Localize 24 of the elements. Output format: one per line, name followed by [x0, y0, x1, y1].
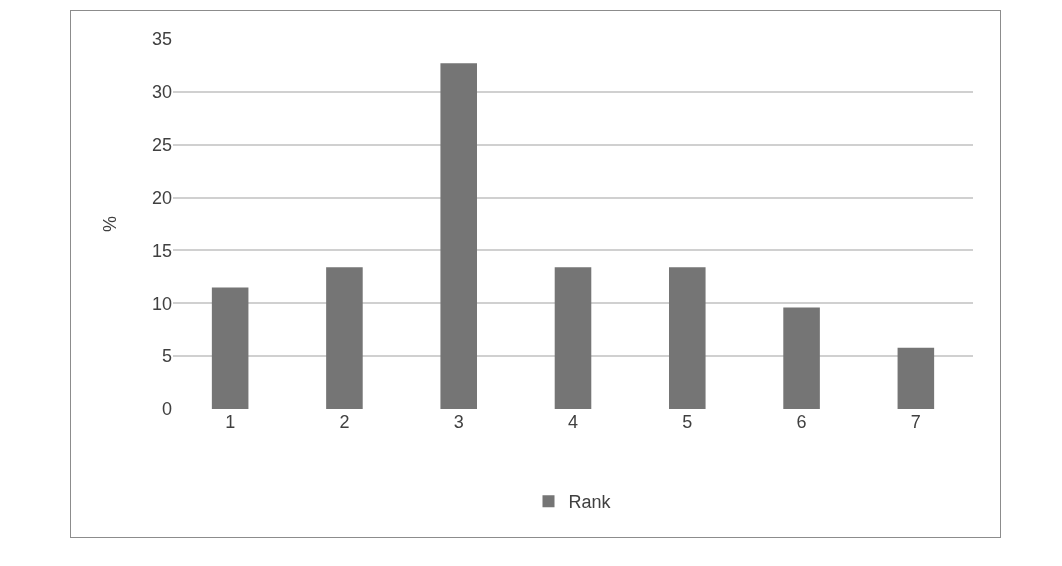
bar	[783, 307, 820, 409]
y-tick-label: 35	[151, 29, 172, 50]
y-tick-label: 0	[161, 399, 172, 420]
y-axis-title: %	[100, 215, 121, 233]
x-tick-label: 3	[453, 412, 464, 432]
x-tick-label: 4	[567, 412, 579, 432]
bar	[211, 287, 249, 409]
x-tick-label: 6	[796, 412, 807, 432]
legend-label: Rank	[568, 492, 612, 513]
y-tick-label: 20	[151, 187, 172, 208]
bar	[897, 347, 935, 409]
x-tick-label: 5	[682, 412, 693, 432]
y-tick-label: 30	[151, 82, 172, 103]
y-tick-label: 10	[151, 293, 172, 314]
x-tick-label: 1	[225, 412, 236, 432]
y-tick-label: 25	[151, 135, 172, 156]
y-tick-label: 5	[161, 346, 172, 367]
bar	[669, 267, 706, 409]
bar	[440, 63, 477, 409]
bar	[554, 267, 592, 409]
x-tick-label: 2	[339, 412, 350, 432]
bar	[326, 267, 363, 409]
x-tick-label: 7	[910, 412, 921, 432]
y-tick-label: 15	[151, 240, 172, 261]
